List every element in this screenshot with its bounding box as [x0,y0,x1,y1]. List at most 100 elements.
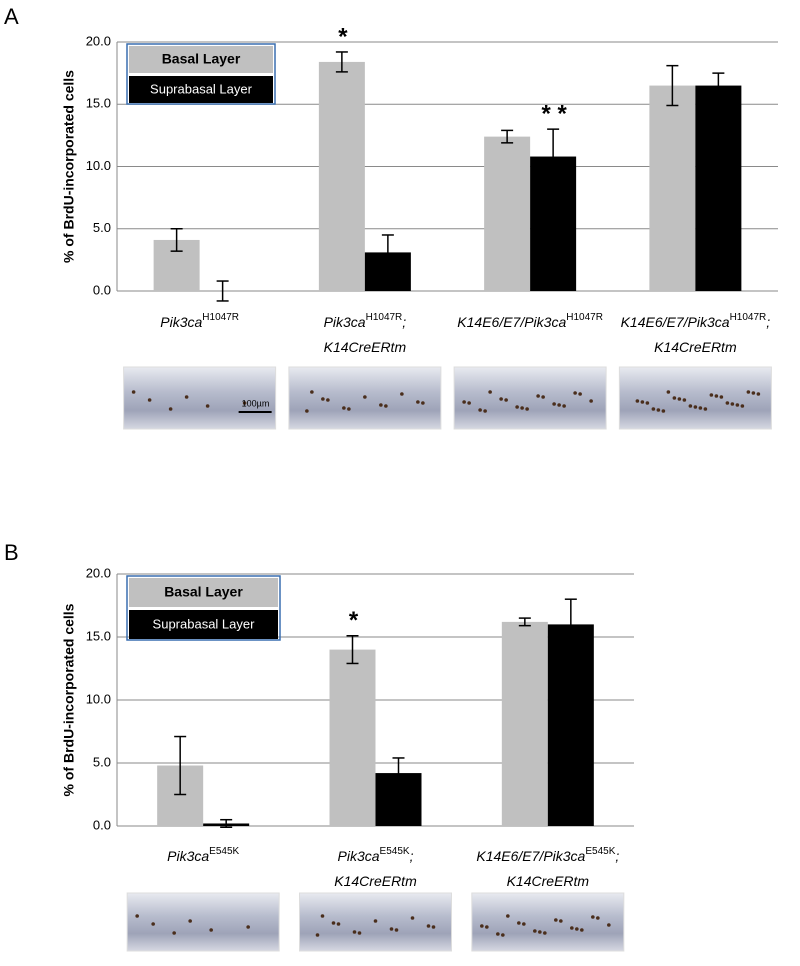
y-tick-label: 15.0 [86,628,111,643]
legend-swatch [129,46,273,73]
stain-dot [719,395,724,399]
label-part: Pik3ca [167,848,209,864]
legend-box [126,43,276,105]
label-part: ; [402,314,406,330]
stain-dot [725,401,730,405]
significance-mark: * [337,23,348,50]
bar [695,85,742,291]
label-part: Pik3ca [160,314,202,330]
label-part: ; [766,314,770,330]
significance-mark: * [348,607,359,634]
stain-dot [693,405,698,409]
label-part: K14CreERtm [324,339,407,355]
stain-dot [426,924,431,928]
stain-dot [591,915,595,919]
stain-dot [135,914,139,918]
stain-dot [589,399,593,403]
legend-box [126,575,281,641]
legend-label: Suprabasal Layer [153,616,256,631]
stain-dot [246,925,250,929]
bar [501,621,548,826]
stain-dot [205,404,210,408]
stain-dot [578,392,582,396]
stain-dot [331,921,336,925]
label-part: H1047R [730,312,767,323]
y-tick-label: 5.0 [93,220,111,235]
micrograph [618,366,772,430]
x-tick-label: K14CreERtm [507,873,590,889]
stain-dot [172,931,176,935]
y-tick-label: 10.0 [86,691,111,706]
x-tick-label: K14CreERtm [654,339,737,355]
stain-dot [151,922,155,926]
x-tick-label: Pik3caE545K [167,846,239,864]
significance-mark: * * [540,100,567,127]
y-tick-label: 0.0 [93,282,111,297]
bar [649,85,696,291]
panel-label: B [4,540,19,565]
bar [484,136,531,291]
stain-dot [533,929,537,933]
stain-dot [554,918,558,922]
stain-dot [485,925,489,929]
y-tick-label: 15.0 [86,96,111,111]
stain-dot [320,914,325,918]
legend-swatch [129,76,273,103]
stain-dot [751,391,756,395]
label-part: K14CreERtm [334,873,417,889]
stain-dot [499,397,503,401]
stain-dot [570,926,574,930]
stain-dot [389,927,394,931]
stain-dot [559,919,563,923]
stain-dot [730,402,735,406]
stain-dot [357,931,362,935]
stain-dot [363,395,367,399]
legend-label: Suprabasal Layer [150,81,253,96]
stain-dot [536,394,540,398]
stain-dot [562,404,566,408]
stain-dot [740,404,745,408]
stain-dot [315,933,320,937]
stain-dot [538,930,542,934]
x-tick-label: Pik3caH1047R; [324,312,407,330]
scale-bar-label: 100µm [242,398,270,408]
y-tick-label: 10.0 [86,158,111,173]
stain-dot [735,403,740,407]
stain-dot [147,398,152,402]
stain-dot [400,392,404,396]
label-part: K14CreERtm [654,339,737,355]
stain-dot [501,933,505,937]
legend-label: Basal Layer [162,51,241,67]
stain-dot [645,401,650,405]
label-part: H1047R [202,312,239,323]
micrograph [471,892,625,952]
stain-dot [698,406,703,410]
stain-dot [421,401,425,405]
label-part: H1047R [366,312,403,323]
label-part: ; [410,848,414,864]
legend-swatch [129,610,278,639]
stain-dot [515,405,519,409]
stain-dot [672,396,677,400]
x-tick-label: Pik3caH1047R [160,312,239,330]
bar [329,649,376,826]
stain-dot [342,406,346,410]
stain-dot [682,398,687,402]
panel-label: A [4,4,19,29]
label-part: Pik3ca [324,314,366,330]
stain-dot [347,407,351,411]
stain-dot [462,400,466,404]
stain-dot [520,406,524,410]
stain-dot [467,401,471,405]
label-part: E545K [209,846,239,857]
stain-dot [483,409,487,413]
stain-dot [488,390,492,394]
stain-dot [242,401,247,405]
stain-dot [661,409,666,413]
stain-dot [688,404,693,408]
stain-dot [596,916,600,920]
stain-dot [305,409,309,413]
stain-dot [209,928,213,932]
stain-dot [709,393,714,397]
legend-label: Basal Layer [164,584,243,600]
